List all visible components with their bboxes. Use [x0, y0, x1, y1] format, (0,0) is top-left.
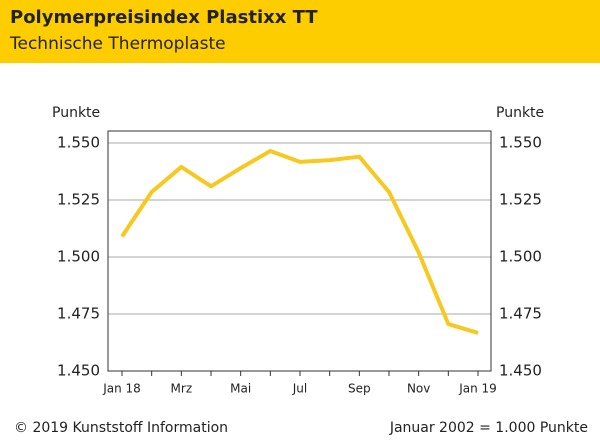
y2-axis-label: Punkte [496, 105, 544, 121]
y-tick-label: 1.475 [57, 305, 100, 323]
y2-tick-label: 1.550 [499, 134, 542, 152]
x-tick-label: Jan 19 [458, 382, 497, 396]
note: Januar 2002 = 1.000 Punkte [389, 420, 588, 436]
x-tick-label: Mrz [171, 382, 193, 396]
header-band [0, 0, 600, 63]
y-tick-label: 1.500 [57, 248, 100, 266]
y-tick-label: 1.525 [57, 191, 100, 209]
y-tick-label: 1.450 [57, 362, 100, 380]
chart-title: Polymerpreisindex Plastixx TT [10, 7, 318, 28]
x-tick-label: Sep [348, 382, 371, 396]
y2-tick-label: 1.450 [499, 362, 542, 380]
plot-frame [107, 130, 492, 372]
x-tick-label: Jan 18 [102, 382, 141, 396]
y2-tick-label: 1.500 [499, 248, 542, 266]
x-tick-label: Mai [230, 382, 251, 396]
chart-subtitle: Technische Thermoplaste [9, 34, 226, 54]
x-tick-label: Jul [292, 382, 307, 396]
y-tick-label: 1.550 [57, 134, 100, 152]
y2-tick-label: 1.475 [499, 305, 542, 323]
y-axis-label: Punkte [52, 105, 100, 121]
source: © 2019 Kunststoff Information [14, 420, 228, 436]
x-tick-label: Nov [407, 382, 430, 396]
y2-tick-label: 1.525 [499, 191, 542, 209]
line [120, 148, 479, 335]
